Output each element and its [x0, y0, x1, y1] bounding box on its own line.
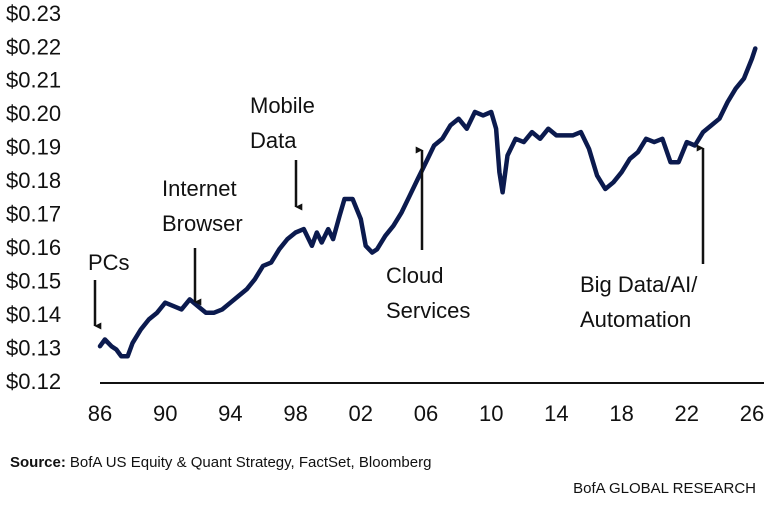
annotation: Services [386, 298, 470, 323]
x-tick-label: 18 [609, 401, 633, 426]
source-text: BofA US Equity & Quant Strategy, FactSet… [70, 454, 432, 471]
annotation: Internet [162, 176, 237, 201]
x-tick-label: 94 [218, 401, 242, 426]
x-tick-label: 86 [88, 401, 112, 426]
annotation: Browser [162, 211, 243, 236]
x-tick-label: 90 [153, 401, 177, 426]
x-tick-label: 22 [675, 401, 699, 426]
y-tick-label: $0.22 [6, 34, 61, 59]
brand: BofA GLOBAL RESEARCH [573, 480, 756, 497]
source-label: Source: [10, 454, 66, 471]
y-tick-label: $0.18 [6, 168, 61, 193]
x-tick-label: 06 [414, 401, 438, 426]
y-tick-label: $0.15 [6, 268, 61, 293]
line [97, 46, 758, 359]
x-tick-label: 26 [740, 401, 764, 426]
y-tick-label: $0.17 [6, 202, 61, 227]
y-tick-label: $0.21 [6, 68, 61, 93]
y-tick-label: $0.19 [6, 135, 61, 160]
source: Source: BofA US Equity & Quant Strategy, … [10, 454, 431, 471]
annotation: Big Data/AI/ [580, 272, 698, 297]
y-tick-label: $0.13 [6, 335, 61, 360]
x-tick-label: 98 [283, 401, 307, 426]
y-tick-label: $0.12 [6, 369, 61, 394]
annotation: PCs [88, 250, 130, 275]
annotation: Data [250, 128, 297, 153]
y-tick-label: $0.16 [6, 235, 61, 260]
annotation: Cloud [386, 263, 443, 288]
y-tick-label: $0.14 [6, 302, 61, 327]
x-tick-label: 14 [544, 401, 568, 426]
x-tick-label: 10 [479, 401, 503, 426]
y-tick-label: $0.23 [6, 1, 61, 26]
x-tick-label: 02 [349, 401, 373, 426]
annotation: Mobile [250, 93, 315, 118]
y-tick-label: $0.20 [6, 101, 61, 126]
annotation: Automation [580, 307, 691, 332]
